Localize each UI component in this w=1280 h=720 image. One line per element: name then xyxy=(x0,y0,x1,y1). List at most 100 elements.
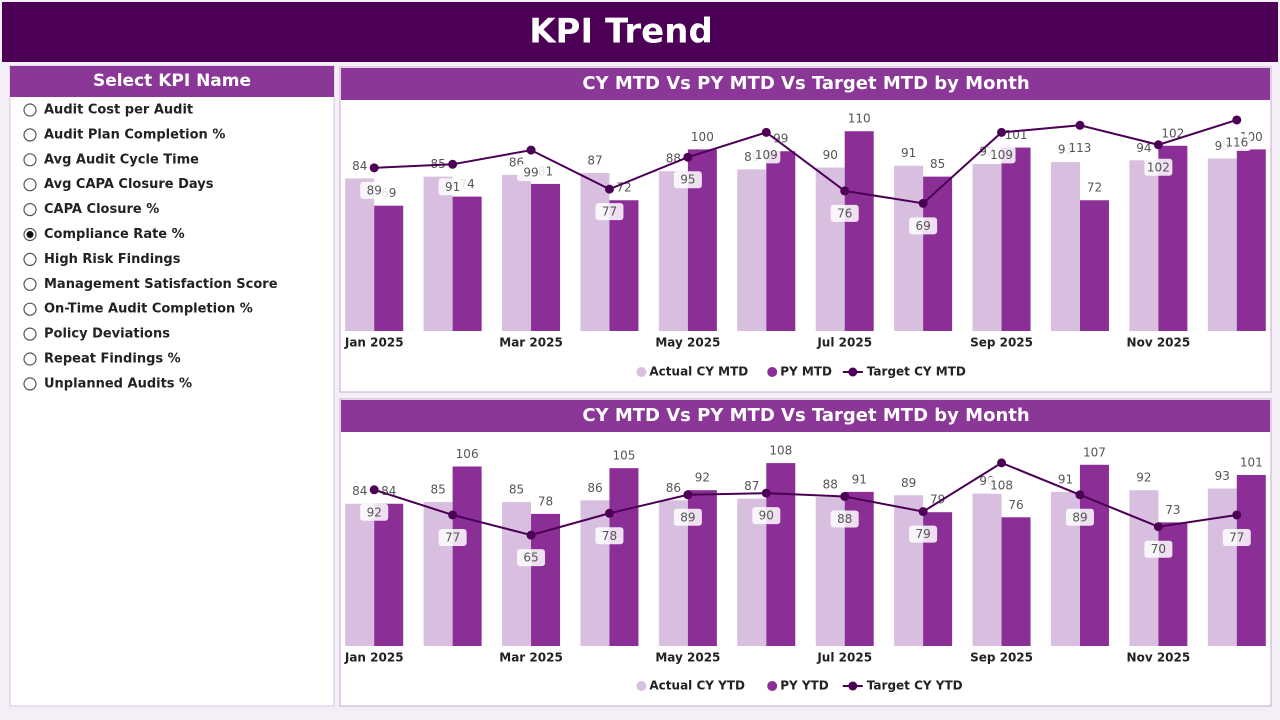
data-label: 107 xyxy=(1083,445,1106,459)
data-label-box xyxy=(909,525,938,543)
line-marker xyxy=(918,198,928,208)
slicer-item[interactable]: Compliance Rate % xyxy=(23,227,185,242)
x-tick-label: Jul 2025 xyxy=(816,651,872,665)
x-tick-label: Jan 2025 xyxy=(344,651,404,665)
bar xyxy=(502,174,532,331)
slicer-item-label[interactable]: Audit Plan Completion % xyxy=(44,127,225,142)
slicer-item-label[interactable]: Audit Cost per Audit xyxy=(44,103,193,118)
radio-button[interactable] xyxy=(23,327,37,341)
slicer-item[interactable]: High Risk Findings xyxy=(23,252,181,267)
data-label: 79 xyxy=(930,493,945,507)
legend-item[interactable]: Actual CY YTD xyxy=(636,679,745,693)
slicer-item-label[interactable]: High Risk Findings xyxy=(44,252,181,267)
line-marker xyxy=(840,186,850,196)
slicer-item[interactable]: Unplanned Audits % xyxy=(23,376,192,391)
radio-button[interactable] xyxy=(23,203,37,217)
line xyxy=(374,119,1238,205)
line-marker xyxy=(604,508,614,518)
line-marker xyxy=(761,488,771,498)
data-label: 73 xyxy=(1165,503,1180,517)
chart-panel xyxy=(339,66,1272,393)
bar xyxy=(1129,160,1159,331)
data-label: 102 xyxy=(1161,126,1184,140)
slicer-item[interactable]: Audit Plan Completion % xyxy=(23,127,225,142)
slicer-header xyxy=(10,66,334,97)
legend-marker xyxy=(767,681,778,691)
bar xyxy=(580,500,610,646)
legend-item[interactable]: Actual CY MTD xyxy=(636,365,748,379)
x-tick-label: Nov 2025 xyxy=(1127,336,1191,350)
slicer-item-label[interactable]: Repeat Findings % xyxy=(44,352,181,367)
slicer-item-label[interactable]: Avg CAPA Closure Days xyxy=(44,177,214,192)
line-marker xyxy=(369,163,379,173)
line-marker xyxy=(1232,115,1242,125)
legend-item[interactable]: Target CY YTD xyxy=(842,679,963,693)
data-label: 90 xyxy=(759,509,774,523)
slicer-item-label[interactable]: Avg Audit Cycle Time xyxy=(44,152,199,167)
data-label-box xyxy=(987,476,1016,494)
slicer-item[interactable]: CAPA Closure % xyxy=(23,202,159,217)
chart-header xyxy=(341,68,1270,100)
radio-button[interactable] xyxy=(23,178,37,192)
radio-button[interactable] xyxy=(23,128,37,142)
bar xyxy=(1001,517,1031,646)
radio-button[interactable] xyxy=(23,302,37,316)
legend-item[interactable]: PY MTD xyxy=(767,365,832,379)
x-tick-label: Nov 2025 xyxy=(1127,651,1191,665)
slicer-item[interactable]: Avg Audit Cycle Time xyxy=(23,152,199,167)
header-bar xyxy=(2,2,1278,62)
slicer-item-label[interactable]: CAPA Closure % xyxy=(44,202,159,217)
legend-item[interactable]: PY YTD xyxy=(767,679,829,693)
slicer-item-label[interactable]: On-Time Audit Completion % xyxy=(44,302,253,317)
data-label: 92 xyxy=(367,505,382,519)
data-label: 109 xyxy=(755,148,778,162)
slicer-item[interactable]: Repeat Findings % xyxy=(23,352,181,367)
data-label-box xyxy=(1065,508,1094,526)
data-label: 85 xyxy=(930,157,945,171)
radio-button[interactable] xyxy=(23,377,37,391)
data-label: 84 xyxy=(352,484,367,498)
data-label-box xyxy=(752,507,781,525)
chart-header xyxy=(341,400,1270,432)
slicer-item-label[interactable]: Unplanned Audits % xyxy=(44,376,192,391)
bar xyxy=(1079,464,1109,646)
bar xyxy=(1158,145,1188,331)
slicer-item-label[interactable]: Compliance Rate % xyxy=(44,227,185,242)
legend-marker xyxy=(636,681,647,691)
data-label: 89 xyxy=(367,183,382,197)
slicer-item[interactable]: On-Time Audit Completion % xyxy=(23,302,253,317)
radio-button[interactable] xyxy=(23,252,37,266)
radio-button[interactable] xyxy=(23,352,37,366)
slicer-item[interactable]: Management Satisfaction Score xyxy=(23,277,278,292)
slicer-item-label[interactable]: Management Satisfaction Score xyxy=(44,277,278,292)
x-tick-label: Jan 2025 xyxy=(344,336,404,350)
chart-title: CY MTD Vs PY MTD Vs Target MTD by Month xyxy=(582,405,1029,426)
data-label-box xyxy=(360,181,389,199)
data-label-box xyxy=(517,549,546,567)
slicer-item-label[interactable]: Policy Deviations xyxy=(44,327,170,342)
bar xyxy=(374,205,404,331)
line-marker xyxy=(369,485,379,495)
bar xyxy=(737,169,767,331)
legend-label: Target CY MTD xyxy=(867,365,966,379)
bar xyxy=(609,200,639,331)
bar xyxy=(423,502,453,646)
x-tick-label: Jul 2025 xyxy=(816,336,872,350)
data-label: 93 xyxy=(1215,469,1230,483)
radio-button[interactable] xyxy=(23,103,37,117)
slicer-item[interactable]: Audit Cost per Audit xyxy=(23,103,193,118)
radio-button[interactable] xyxy=(23,153,37,167)
data-label: 95 xyxy=(680,173,695,187)
data-label: 86 xyxy=(587,481,602,495)
bar xyxy=(452,466,482,646)
legend-item[interactable]: Target CY MTD xyxy=(842,365,966,379)
data-label: 108 xyxy=(990,478,1013,492)
slicer-item[interactable]: Avg CAPA Closure Days xyxy=(23,177,214,192)
radio-button[interactable] xyxy=(23,277,37,291)
line-marker xyxy=(1075,490,1085,500)
bar xyxy=(531,513,561,646)
bar xyxy=(972,163,1002,331)
slicer-item[interactable]: Policy Deviations xyxy=(23,327,170,342)
line-marker xyxy=(604,184,614,194)
